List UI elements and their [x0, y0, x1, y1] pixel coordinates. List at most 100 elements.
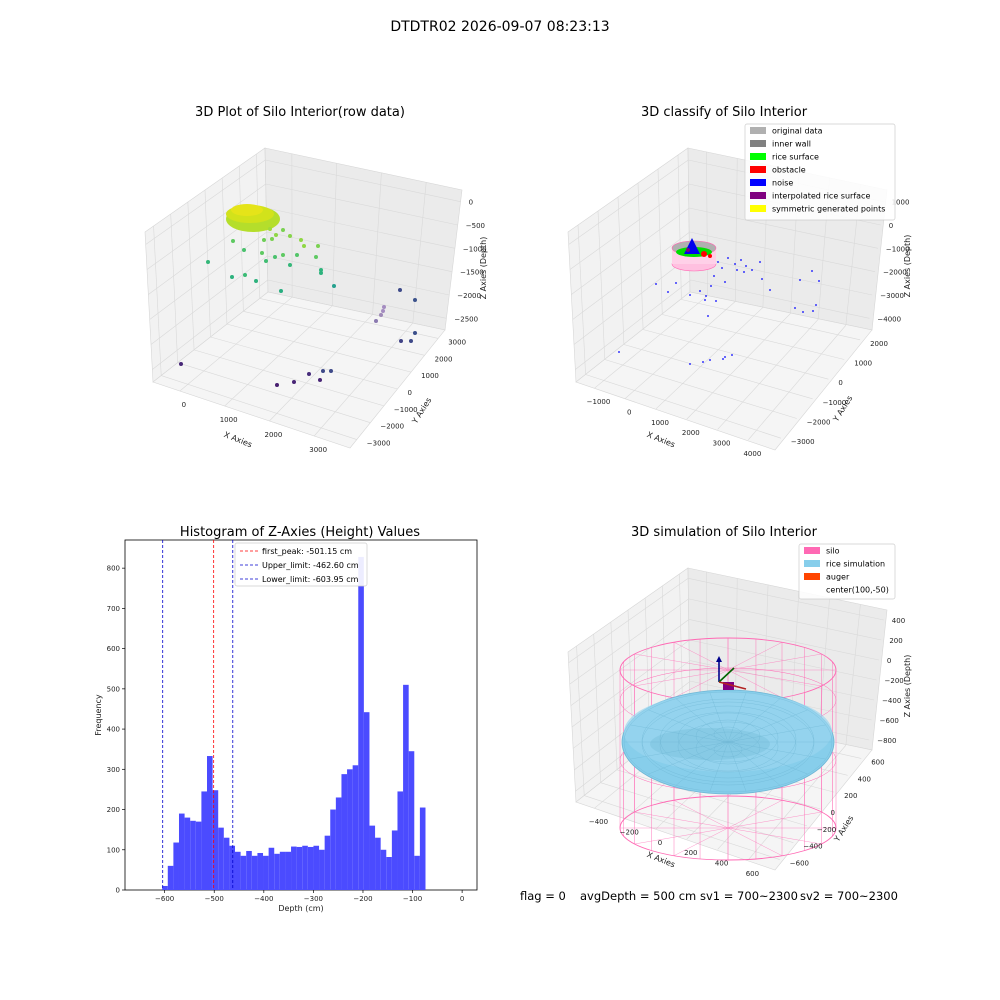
status-line: flag = 0 avgDepth = 500 cm sv1 = 700~230…	[520, 889, 898, 903]
p2-y-tick-label: −2000	[807, 419, 831, 427]
raw-point	[230, 275, 234, 279]
raw-point	[206, 260, 210, 264]
noise-point	[743, 271, 745, 273]
histogram-bar	[330, 809, 336, 890]
noise-point	[769, 289, 771, 291]
raw-surface-cluster	[226, 204, 280, 232]
noise-point	[715, 300, 717, 302]
simulation-legend-label: silo	[826, 547, 840, 556]
classify-legend-label: obstacle	[772, 166, 806, 175]
raw-point	[268, 227, 272, 231]
p2-z-tick-label: −1000	[886, 245, 910, 253]
panel-histogram: Histogram of Z-Axies (Height) Values −60…	[94, 525, 478, 913]
status-sv1: sv1 = 700~2300	[700, 889, 798, 903]
raw-point	[413, 331, 417, 335]
noise-point	[710, 285, 712, 287]
classify-legend-swatch	[750, 205, 766, 212]
simulation-legend-label: rice simulation	[826, 560, 885, 569]
classify-legend-swatch	[750, 192, 766, 199]
p4-y-tick-label: 200	[844, 792, 857, 800]
histogram-bar	[291, 846, 297, 890]
histogram-bar	[341, 774, 348, 890]
histogram-x-tick-label: −500	[205, 895, 224, 903]
p2-x-tick-label: 0	[627, 409, 631, 417]
noise-point	[699, 290, 701, 292]
noise-point	[759, 261, 761, 263]
p1-y-tick-label: −2000	[380, 423, 404, 431]
histogram-bar	[319, 849, 325, 890]
p1-z-tick-label: 0	[469, 199, 473, 207]
p4-y-tick-label: −400	[803, 843, 822, 851]
noise-point	[736, 269, 738, 271]
p2-x-tick-label: −1000	[587, 398, 611, 406]
p1-x-tick-label: 1000	[220, 416, 238, 424]
p4-x-tick-label: 400	[715, 859, 728, 867]
status-sv2: sv2 = 700~2300	[800, 889, 898, 903]
classify-legend-label: interpolated rice surface	[772, 192, 870, 201]
histogram-bar	[375, 837, 381, 890]
classify-z-axis-label: Z Axies (Depth)	[903, 235, 912, 298]
p1-z-tick-label: −1000	[463, 245, 487, 253]
raw-point	[332, 284, 336, 288]
histogram-bar	[274, 853, 280, 890]
histogram-bar	[218, 827, 224, 890]
histogram-bar	[195, 821, 202, 890]
histogram-bar	[408, 751, 415, 890]
raw-point	[329, 369, 333, 373]
noise-point	[734, 263, 736, 265]
noise-point	[618, 351, 620, 353]
raw-point	[398, 288, 402, 292]
raw-point	[292, 380, 296, 384]
panel-simulation-3d: 3D simulation of Silo Interior −400 −200 0…	[567, 525, 912, 878]
classify-legend-label: noise	[772, 179, 793, 188]
auger	[716, 656, 747, 690]
noise-point	[731, 354, 733, 356]
raw-point	[281, 253, 285, 257]
classify-legend-swatch	[750, 179, 766, 186]
p4-z-tick-label: 400	[892, 617, 905, 625]
histogram-bar	[251, 855, 258, 890]
noise-point	[761, 278, 763, 280]
raw-point	[314, 255, 318, 259]
histogram-y-tick-label: 700	[107, 605, 120, 613]
classify-legend-swatch	[750, 166, 766, 173]
histogram-x-tick-label: −200	[353, 895, 372, 903]
noise-point	[724, 281, 726, 283]
p2-y-tick-label: 2000	[870, 340, 888, 348]
noise-point	[689, 363, 691, 365]
classify-legend-label: symmetric generated points	[772, 205, 885, 214]
noise-point	[727, 257, 729, 259]
noise-point	[815, 304, 817, 306]
p2-z-tick-label: −4000	[877, 315, 901, 323]
raw-point	[273, 255, 277, 259]
raw-point	[382, 305, 386, 309]
p1-z-tick-label: −2500	[454, 315, 478, 323]
raw-point	[231, 239, 235, 243]
raw-point	[374, 319, 378, 323]
p1-y-tick-label: −1000	[394, 406, 418, 414]
noise-point	[702, 361, 704, 363]
p4-x-tick-label: −200	[620, 829, 639, 837]
histogram-y-tick-label: 100	[107, 846, 120, 854]
histogram-y-tick-label: 300	[107, 766, 120, 774]
simulation-title: 3D simulation of Silo Interior	[631, 525, 818, 540]
classify-silo-cluster	[671, 238, 717, 272]
p4-z-tick-label: −600	[880, 717, 899, 725]
noise-point	[667, 291, 669, 293]
histogram-x-tick-label: −100	[403, 895, 422, 903]
histogram-bar	[223, 837, 230, 890]
silo-wireframe	[619, 637, 837, 861]
p4-y-tick-label: −200	[817, 826, 836, 834]
p4-x-tick-label: −400	[589, 818, 608, 826]
histogram-legend: first_peak: -501.15 cm Upper_limit: -462.…	[234, 542, 368, 587]
histogram-bar	[201, 791, 208, 890]
raw-point	[379, 313, 383, 317]
noise-point	[745, 265, 747, 267]
p1-z-tick-label: −2000	[457, 292, 481, 300]
noise-point	[818, 280, 820, 282]
noise-point	[707, 315, 709, 317]
noise-point	[655, 283, 657, 285]
p4-y-tick-label: 400	[858, 775, 871, 783]
classify-x-axis-label: X Axies	[646, 430, 677, 449]
